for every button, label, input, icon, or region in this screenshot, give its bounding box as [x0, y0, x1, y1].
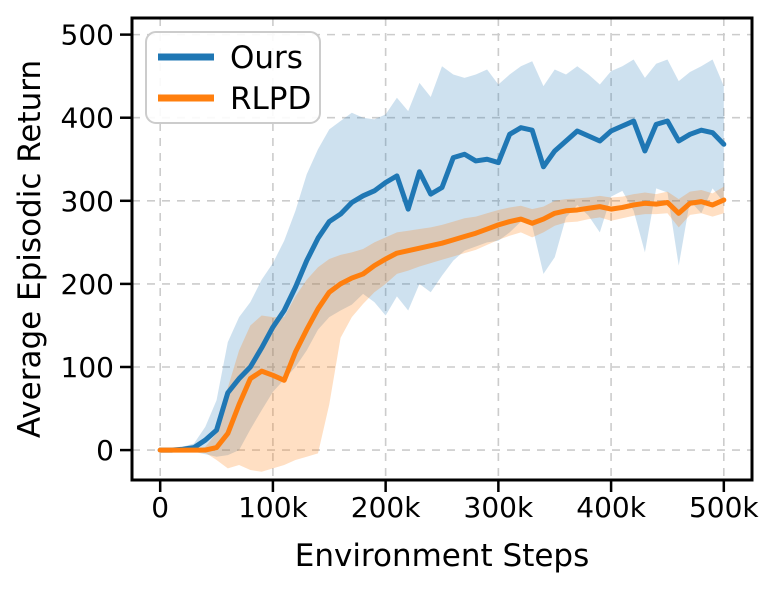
y-tick-label-0: 0 — [96, 434, 114, 467]
y-tick-label-2: 200 — [61, 268, 114, 301]
y-tick-label-5: 500 — [61, 19, 114, 52]
y-tick-label-1: 100 — [61, 351, 114, 384]
rlpd-confidence-band — [160, 186, 724, 472]
y-axis-label: Average Episodic Return — [12, 60, 48, 438]
legend: Ours RLPD — [145, 31, 321, 124]
rlpd-line — [157, 197, 727, 453]
x-tick-label-5: 500k — [689, 491, 759, 524]
gridlines — [132, 18, 752, 480]
x-tick-label-1: 100k — [238, 491, 308, 524]
axes — [120, 16, 754, 492]
tick-labels: 0 100k 200k 300k 400k 500k 0 100 200 300 400 500 — [61, 19, 760, 524]
x-tick-label-4: 400k — [576, 491, 646, 524]
legend-label-rlpd: RLPD — [230, 81, 311, 117]
x-tick-label-3: 300k — [464, 491, 534, 524]
y-tick-label-4: 400 — [61, 102, 114, 135]
y-tick-label-3: 300 — [61, 185, 114, 218]
legend-label-ours: Ours — [230, 40, 303, 76]
x-axis-label: Environment Steps — [295, 538, 590, 574]
series-lines — [157, 118, 727, 453]
ours-line — [157, 118, 727, 453]
x-tick-label-2: 200k — [351, 491, 421, 524]
confidence-bands — [160, 59, 724, 472]
plot-border — [130, 16, 754, 482]
ours-confidence-band — [160, 59, 724, 457]
x-tick-label-0: 0 — [151, 491, 169, 524]
